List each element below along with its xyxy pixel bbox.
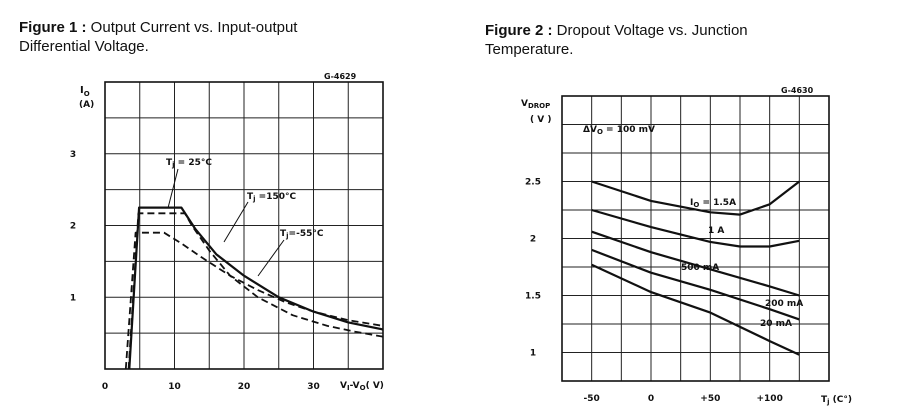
- figure-1-y-tick-label: 2: [70, 222, 76, 232]
- figure-1-series-line-1: [128, 206, 384, 370]
- figure-2-label-500ma: 500 mA: [681, 263, 719, 273]
- figure-2-x-tick-label: +50: [700, 394, 720, 404]
- figure-2-ticks: -50 0 +50 +100 1 1.5 2 2.5: [525, 178, 783, 405]
- figure-2-y-tick-label: 2: [530, 235, 536, 245]
- figure-1-title-line-1: Output Current vs. Input-output: [86, 19, 298, 36]
- figure-2-series-line-5: [591, 263, 800, 356]
- figure-1-x-tick-label: 30: [307, 382, 320, 392]
- figure-2-label-20ma: 20 mA: [760, 319, 792, 329]
- figure-1-series-line-2: [127, 212, 384, 370]
- figure-1-annotation-tj-55: Tj=-55°C: [280, 229, 324, 240]
- figure-2-series-line-4: [591, 248, 800, 321]
- figure-1-title-line-2: Differential Voltage.: [19, 38, 149, 55]
- figure-1-y-tick-label: 1: [70, 293, 76, 303]
- figure-1-leader-tj-55: [257, 239, 285, 277]
- figure-1-x-tick-label: 20: [238, 382, 251, 392]
- figure-2-series-line-3: [591, 230, 800, 297]
- figure-2-series: [591, 180, 800, 356]
- figure-1-chart: G-4629 IO (A) VI-VO( V) 0 10 20 30 1 2 3 Tj = …: [70, 72, 384, 392]
- figure-1-y-axis-unit: (A): [79, 100, 94, 110]
- figure-2-y-axis-unit: ( V ): [530, 115, 551, 125]
- figure-2-label-1a: 1 A: [708, 226, 724, 236]
- figure-2-plot-frame: [561, 95, 830, 382]
- figure-1-x-tick-label: 0: [102, 382, 108, 392]
- figure-1-annotation-tj150: Tj =150°C: [247, 192, 297, 203]
- figure-1-annotation-tj25: Tj = 25°C: [166, 158, 212, 169]
- figure-2-title-line-1: Dropout Voltage vs. Junction: [552, 22, 748, 39]
- figure-1-x-axis-label: VI-VO( V): [340, 381, 384, 392]
- figure-1-y-axis-symbol: IO: [80, 85, 90, 98]
- figure-2-x-tick-label: +100: [757, 394, 783, 404]
- figure-1-x-tick-label: 10: [168, 382, 181, 392]
- figure-1-y-tick-label: 3: [70, 150, 76, 160]
- figure-2-x-tick-label: 0: [648, 394, 654, 404]
- figure-2-annotation-delta-vo: ΔVO = 100 mV: [583, 125, 655, 136]
- figure-2-label: Figure 2 :: [485, 22, 553, 39]
- figure-1-plot-frame: [104, 81, 384, 370]
- figure-2-x-axis-label: Tj (C°): [821, 395, 852, 406]
- figure-2-curve-labels: IO = 1.5A 1 A 500 mA 200 mA 20 mA: [681, 198, 803, 329]
- figure-2-caption: Figure 2 : Dropout Voltage vs. Junction …: [485, 21, 865, 59]
- figure-1-series: [124, 206, 384, 370]
- figure-2-label-200ma: 200 mA: [765, 299, 803, 309]
- figure-2-x-tick-label: -50: [584, 394, 600, 404]
- figure-1-label: Figure 1 :: [19, 19, 87, 36]
- figure-2-y-tick-label: 1: [530, 349, 536, 359]
- figure-2-label-1-5a: IO = 1.5A: [690, 198, 736, 209]
- figure-2-y-tick-label: 2.5: [525, 178, 541, 188]
- figure-1-leader-tj25: [167, 168, 179, 209]
- figure-2-y-axis-symbol: VDROP: [521, 99, 550, 110]
- figure-2-y-tick-label: 1.5: [525, 292, 541, 302]
- figure-1-leader-tj150: [223, 201, 249, 243]
- figure-1-chart-code: G-4629: [324, 72, 357, 81]
- figure-2-series-line-2: [591, 208, 800, 248]
- figure-1-grid: [105, 82, 383, 369]
- figure-2-title-line-2: Temperature.: [485, 41, 574, 58]
- figure-1-caption: Figure 1 : Output Current vs. Input-outp…: [19, 18, 399, 56]
- figure-1-annotations: Tj = 25°C Tj =150°C Tj=-55°C: [166, 158, 324, 277]
- figure-2-chart: G-4630 VDROP ( V ) Tj (C°) ΔVO = 100 mV …: [521, 86, 852, 406]
- figure-1-ticks: 0 10 20 30 1 2 3: [70, 150, 320, 392]
- figure-1-series-line-3: [124, 231, 384, 370]
- figure-2-series-line-1: [591, 180, 800, 216]
- figure-2-chart-code: G-4630: [781, 86, 814, 95]
